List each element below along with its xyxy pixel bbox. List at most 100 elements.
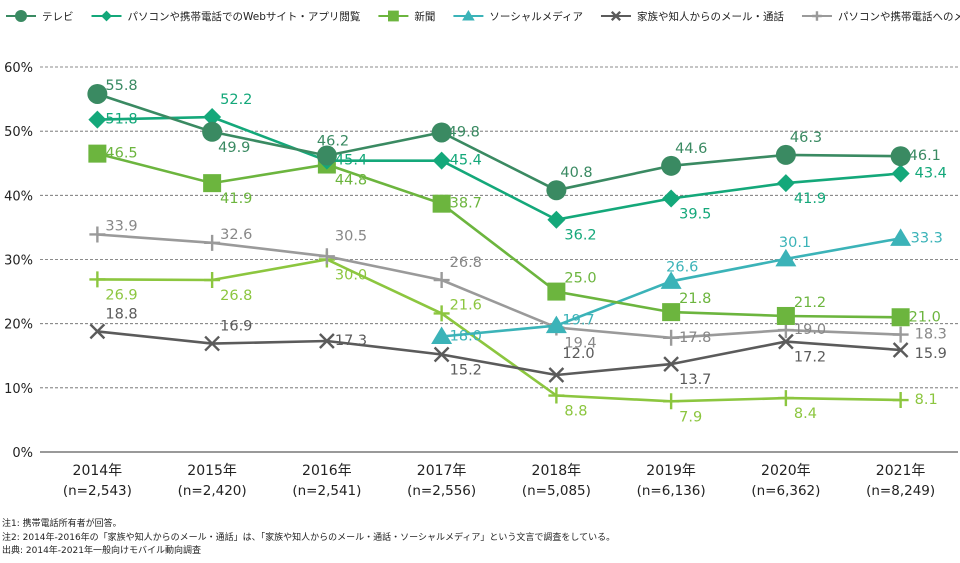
- legend-marker: [101, 10, 112, 22]
- legend-label: 新聞: [414, 10, 435, 23]
- data-point: [663, 393, 680, 410]
- data-label: 26.6: [666, 259, 698, 275]
- data-label: 18.8: [105, 306, 137, 322]
- series: 55.8 49.9 46.2 49.8 40.8 44.6 46.3 46.1: [87, 78, 941, 201]
- x-tick-label: 2021年: [876, 463, 926, 479]
- data-point: [319, 333, 335, 349]
- data-point: [203, 108, 222, 127]
- legend-marker: [812, 11, 822, 21]
- data-point: [662, 303, 681, 322]
- x-tick-label: 2014年: [73, 463, 123, 479]
- data-label: 21.2: [794, 295, 826, 311]
- data-label: 49.9: [218, 140, 250, 156]
- data-label: 52.2: [220, 92, 252, 108]
- series: 18.0 19.7 26.6 30.1 33.3: [431, 228, 943, 345]
- data-label: 38.7: [450, 196, 482, 212]
- data-point: [318, 248, 335, 265]
- x-tick-sample-size: (n=5,085): [522, 483, 591, 499]
- series-line: [96, 92, 901, 192]
- y-tick-label: 10%: [4, 382, 33, 397]
- legend-item: 家族や知人からのメール・通話: [600, 10, 784, 23]
- data-point: [433, 305, 450, 322]
- data-point: [546, 180, 567, 201]
- y-tick-label: 20%: [4, 318, 33, 333]
- data-point: [316, 145, 337, 166]
- source-note: 出典: 2014年-2021年一般向けモバイル動向調査: [2, 546, 201, 556]
- data-label: 30.5: [335, 228, 367, 244]
- data-label: 44.8: [335, 173, 367, 189]
- line-chart: テレビ パソコンや携帯電話でのWebサイト・アプリ閲覧 新聞 ソーシャルメディア 家族や…: [4, 10, 960, 499]
- data-point: [891, 164, 910, 183]
- data-point: [775, 144, 796, 165]
- x-tick-sample-size: (n=2,543): [63, 483, 132, 499]
- data-label: 36.2: [564, 228, 596, 244]
- data-point: [548, 387, 565, 404]
- data-point: [890, 228, 912, 246]
- data-point: [892, 392, 909, 409]
- data-label: 8.8: [564, 404, 587, 420]
- data-label: 46.5: [105, 146, 137, 162]
- series: 51.8 52.2 45.4 45.4 36.2 39.5 41.9 43.4: [88, 92, 947, 244]
- series-line: [97, 330, 901, 377]
- y-tick-label: 0%: [12, 446, 33, 461]
- data-label: 12.0: [562, 346, 594, 362]
- series: 18.8 16.9 17.3 15.2 12.0 13.7 17.2 15.9: [89, 306, 947, 388]
- series: 46.5 41.9 44.8 38.7 25.0 21.8 21.2 21.0: [88, 144, 941, 327]
- data-point: [891, 308, 910, 327]
- data-point: [548, 367, 565, 383]
- data-label: 16.9: [220, 319, 252, 335]
- data-point: [88, 110, 107, 129]
- data-point: [89, 271, 106, 288]
- data-point: [204, 272, 221, 289]
- data-label: 55.8: [105, 78, 137, 94]
- x-tick-sample-size: (n=2,541): [292, 483, 361, 499]
- legend-item: テレビ: [6, 10, 74, 23]
- legend-item: ソーシャルメディア: [453, 10, 583, 23]
- x-tick-sample-size: (n=8,249): [866, 483, 935, 499]
- legend-marker: [15, 10, 27, 22]
- legend-label: テレビ: [42, 11, 74, 23]
- note-2: 注2: 2014年-2016年の「家族や知人からのメール・通話」は、「家族や知人…: [2, 532, 616, 543]
- data-label: 30.0: [335, 268, 367, 284]
- data-label: 39.5: [679, 207, 711, 223]
- data-label: 13.7: [679, 372, 711, 388]
- data-point: [431, 326, 453, 344]
- series: 33.9 32.6 30.5 26.8 19.4 17.8 19.0 18.3: [89, 218, 947, 352]
- legend-item: パソコンや携帯電話でのWebサイト・アプリ閲覧: [91, 10, 361, 23]
- data-label: 19.4: [564, 336, 596, 352]
- data-label: 17.2: [794, 350, 826, 366]
- y-tick-label: 50%: [4, 125, 33, 140]
- data-label: 26.8: [220, 288, 252, 304]
- data-label: 43.4: [915, 166, 947, 182]
- data-label: 30.1: [779, 235, 811, 251]
- data-label: 49.8: [448, 124, 480, 140]
- legend-label: パソコンや携帯電話でのWebサイト・アプリ閲覧: [128, 10, 361, 23]
- data-label: 46.2: [317, 134, 349, 150]
- data-label: 18.3: [915, 327, 947, 343]
- series-line: [97, 233, 901, 340]
- legend-marker: [388, 10, 399, 22]
- data-point: [204, 234, 221, 251]
- y-tick-label: 30%: [4, 254, 33, 269]
- data-label: 26.9: [105, 287, 137, 303]
- x-tick-label: 2017年: [417, 463, 467, 479]
- data-label: 41.9: [794, 191, 826, 207]
- data-label: 25.0: [564, 271, 596, 287]
- data-point: [776, 306, 795, 325]
- data-label: 46.1: [909, 148, 941, 164]
- data-point: [204, 335, 220, 352]
- data-point: [892, 342, 909, 358]
- data-label: 15.2: [450, 362, 482, 378]
- data-point: [775, 248, 797, 267]
- data-point: [87, 83, 108, 104]
- data-point: [663, 329, 680, 346]
- data-label: 45.4: [450, 153, 482, 169]
- data-point: [662, 189, 681, 208]
- data-label: 45.4: [335, 153, 367, 169]
- data-point: [778, 333, 794, 350]
- legend-item: 新聞: [378, 10, 435, 23]
- data-point: [660, 271, 682, 289]
- data-label: 19.0: [794, 322, 826, 338]
- series-line: [97, 152, 901, 319]
